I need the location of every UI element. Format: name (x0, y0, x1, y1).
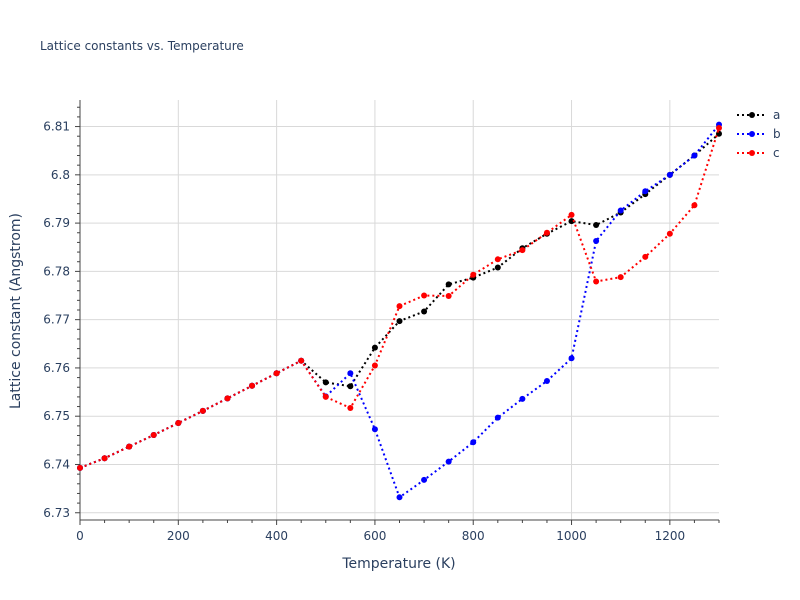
data-point-c (298, 357, 305, 364)
legend-label-c[interactable]: c (773, 146, 780, 160)
data-point-c (347, 405, 354, 411)
y-tick-label: 6.77 (43, 313, 70, 327)
x-tick-label: 1200 (655, 529, 686, 543)
data-point-b (421, 476, 428, 483)
y-tick-label: 6.8 (51, 168, 70, 182)
data-point-a (371, 344, 378, 351)
data-point-c (716, 125, 722, 131)
data-point-a (593, 222, 600, 229)
legend-swatch-marker-b (749, 131, 755, 137)
data-point-b (666, 171, 673, 178)
y-tick-label: 6.78 (43, 264, 70, 278)
data-point-b (543, 377, 550, 384)
data-point-b (494, 414, 501, 421)
grid-layer (80, 100, 719, 520)
x-tick-label: 400 (265, 529, 288, 543)
y-tick-label: 6.79 (43, 216, 70, 230)
data-point-c (642, 253, 649, 260)
data-point-a (494, 264, 501, 271)
data-point-c (273, 370, 280, 377)
labels-layer: 0 200 400 600 800 1000 1200 6.73 6.74 6.75 6.76 6.7… (43, 120, 685, 543)
data-point-b (347, 370, 354, 377)
data-point-c (249, 382, 256, 389)
data-point-c (543, 229, 550, 236)
data-point-c (199, 407, 206, 414)
data-point-a (347, 383, 354, 390)
x-tick-label: 800 (462, 529, 485, 543)
data-point-c (494, 256, 501, 263)
data-point-c (593, 278, 600, 285)
y-axis-title: Lattice constant (Angstrom) (8, 213, 24, 409)
legend-label-b[interactable]: b (773, 127, 781, 141)
legend-swatch-marker-a (749, 112, 755, 118)
data-point-c (691, 202, 698, 209)
data-point-c (224, 395, 231, 402)
data-point-c (150, 432, 157, 439)
x-tick-label: 200 (167, 529, 190, 543)
data-point-c (445, 293, 452, 299)
data-point-c (322, 393, 329, 400)
data-point-c (101, 455, 108, 462)
data-point-c (519, 247, 526, 254)
data-point-b (568, 355, 575, 362)
y-tick-label: 6.81 (43, 120, 70, 134)
data-point-c (421, 292, 428, 299)
legend-swatch-marker-c (749, 150, 755, 156)
y-tick-label: 6.75 (43, 409, 70, 423)
axes-layer (75, 100, 720, 525)
y-tick-label: 6.74 (43, 457, 70, 471)
data-point-b (396, 494, 403, 501)
legend[interactable]: abc (737, 108, 781, 160)
x-axis-title: Temperature (K) (341, 556, 455, 572)
legend-label-a[interactable]: a (773, 108, 780, 122)
data-point-c (175, 419, 182, 426)
data-point-c (77, 464, 83, 471)
y-tick-label: 6.73 (43, 506, 70, 520)
data-point-c (568, 211, 575, 218)
data-point-b (445, 458, 452, 465)
x-tick-label: 0 (76, 529, 84, 543)
data-point-a (421, 308, 428, 315)
x-tick-label: 1000 (556, 529, 587, 543)
data-point-b (371, 426, 378, 433)
data-point-b (519, 395, 526, 402)
data-point-b (691, 152, 698, 159)
data-point-c (617, 274, 624, 281)
data-point-b (642, 188, 649, 195)
y-tick-label: 6.76 (43, 361, 70, 375)
data-point-b (470, 439, 477, 446)
data-point-b (617, 207, 624, 214)
data-point-c (470, 271, 477, 278)
data-point-b (593, 237, 600, 244)
data-point-c (371, 362, 378, 369)
data-point-a (568, 218, 575, 225)
x-tick-label: 600 (363, 529, 386, 543)
data-point-c (396, 303, 403, 310)
data-point-a (445, 281, 452, 288)
chart-title: Lattice constants vs. Temperature (40, 39, 244, 53)
data-point-a (396, 318, 403, 325)
data-point-a (322, 379, 329, 386)
series-layer (77, 121, 722, 501)
data-point-c (666, 230, 673, 237)
data-point-c (126, 443, 133, 450)
